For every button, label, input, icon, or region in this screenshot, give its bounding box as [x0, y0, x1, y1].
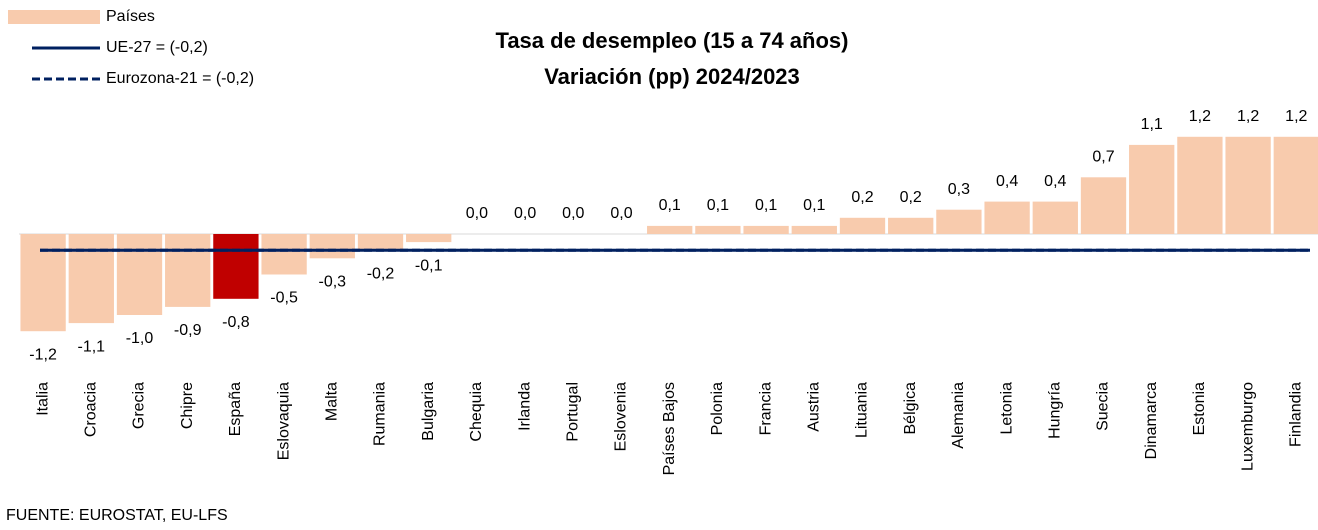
x-tick-label: Suecia: [1095, 382, 1112, 431]
x-tick-label: Francia: [757, 382, 774, 435]
data-label: 0,2: [900, 189, 922, 206]
bar: [1225, 136, 1271, 234]
data-label: 0,4: [996, 173, 1018, 190]
data-label: -1,1: [78, 338, 106, 355]
bar: [406, 234, 452, 243]
data-label: -0,5: [270, 290, 298, 307]
legend-label: Países: [106, 8, 155, 25]
x-tick-label: Lituania: [854, 382, 871, 438]
data-label: 0,3: [948, 181, 970, 198]
legend-label: Eurozona-21 = (-0,2): [106, 70, 254, 87]
data-label: 1,2: [1189, 108, 1211, 125]
x-tick-label: Polonia: [709, 382, 726, 435]
x-tick-label: Estonia: [1191, 382, 1208, 435]
bar: [213, 234, 259, 299]
chart-subtitle: Variación (pp) 2024/2023: [544, 64, 800, 89]
x-tick-label: Dinamarca: [1143, 382, 1160, 459]
x-tick-label: Eslovaquia: [275, 382, 292, 460]
x-tick-label: Alemania: [950, 382, 967, 449]
data-label: 0,4: [1044, 173, 1066, 190]
bar: [984, 201, 1030, 234]
bar: [791, 225, 837, 234]
x-tick-label: Italia: [34, 382, 51, 416]
data-label: -0,8: [222, 314, 250, 331]
data-label: 1,1: [1141, 116, 1163, 133]
data-label: 0,0: [466, 205, 488, 222]
bar: [839, 217, 886, 234]
x-tick-label: Hungría: [1047, 382, 1064, 439]
x-tick-label: Letonia: [998, 382, 1015, 435]
data-label: 0,1: [659, 197, 681, 214]
x-tick-label: Chequia: [468, 382, 485, 442]
x-tick-label: Grecia: [131, 382, 148, 429]
bar: [165, 234, 211, 307]
data-label: 0,7: [1092, 149, 1114, 166]
data-label: -1,0: [126, 330, 154, 347]
data-label: -0,1: [415, 257, 443, 274]
data-label: 0,0: [514, 205, 536, 222]
bar: [647, 225, 693, 234]
x-tick-label: Portugal: [565, 382, 582, 442]
bar: [116, 234, 163, 315]
data-label: 0,1: [707, 197, 729, 214]
bar: [1177, 136, 1223, 234]
bar: [888, 217, 934, 234]
data-label: 1,2: [1237, 108, 1259, 125]
data-label: -0,2: [367, 265, 395, 282]
source: FUENTE: EUROSTAT, EU-LFS: [6, 507, 228, 524]
x-tick-label: Países Bajos: [661, 382, 678, 475]
data-label: 0,1: [803, 197, 825, 214]
bar: [1032, 201, 1078, 234]
data-label: 0,2: [851, 189, 873, 206]
bar: [936, 209, 982, 234]
bar: [695, 225, 741, 234]
x-tick-label: Irlanda: [516, 382, 533, 431]
bar: [68, 234, 114, 324]
bar: [743, 225, 789, 234]
x-tick-label: Bélgica: [902, 382, 919, 435]
legend-label: UE-27 = (-0,2): [106, 39, 208, 56]
bar: [357, 234, 404, 251]
bar: [1129, 144, 1175, 234]
x-tick-label: Bulgaria: [420, 382, 437, 441]
x-tick-label: España: [227, 382, 244, 436]
bar: [309, 234, 355, 259]
data-label: -1,2: [29, 346, 57, 363]
bar: [261, 234, 307, 275]
x-tick-label: Chipre: [179, 382, 196, 429]
data-label: 0,1: [755, 197, 777, 214]
x-tick-label: Croacia: [83, 382, 100, 437]
x-tick-label: Luxemburgo: [1239, 382, 1256, 471]
x-tick-label: Austria: [806, 382, 823, 432]
data-label: -0,3: [319, 274, 347, 291]
bar: [1080, 177, 1127, 234]
bar: [1273, 136, 1318, 234]
legend-swatch: [8, 10, 100, 24]
data-label: 1,2: [1285, 108, 1307, 125]
data-label: -0,9: [174, 322, 202, 339]
data-label: 0,0: [610, 205, 632, 222]
bar: [20, 234, 66, 332]
data-label: 0,0: [562, 205, 584, 222]
x-tick-label: Rumania: [372, 382, 389, 446]
x-tick-label: Finlandia: [1288, 382, 1305, 447]
x-tick-label: Eslovenia: [613, 382, 630, 451]
x-tick-label: Malta: [324, 382, 341, 421]
chart-title: Tasa de desempleo (15 a 74 años): [496, 28, 849, 53]
